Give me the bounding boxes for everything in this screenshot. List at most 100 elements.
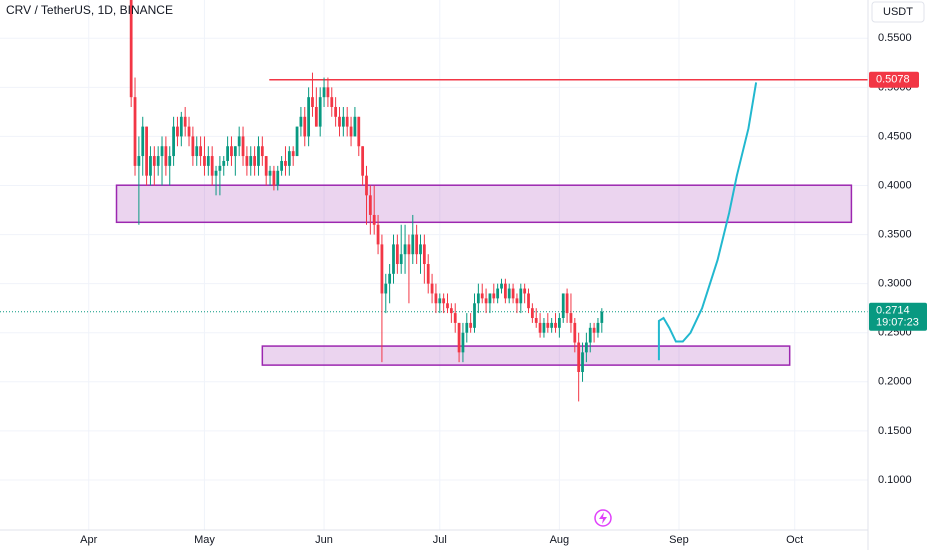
candle-body — [365, 175, 368, 196]
candle-body — [542, 322, 546, 333]
candle-body — [419, 244, 422, 255]
y-tick-label: 0.2000 — [878, 376, 912, 388]
candle-body — [349, 126, 353, 137]
y-tick-label: 0.3000 — [878, 278, 912, 290]
candle-body — [276, 170, 280, 186]
candle-body — [376, 224, 380, 245]
candle-body — [210, 156, 214, 176]
candle-body — [546, 322, 550, 328]
candle-body — [307, 97, 311, 137]
candle-body — [260, 146, 264, 157]
candle-body — [473, 303, 476, 328]
x-tick-label: Apr — [80, 534, 97, 546]
candle-body — [133, 97, 137, 166]
currency-button[interactable] — [871, 1, 925, 23]
candle-body — [469, 322, 473, 328]
candle-body — [295, 126, 299, 157]
y-tick-label: 0.4500 — [878, 130, 912, 142]
candle-body — [596, 322, 600, 333]
candle-body — [488, 293, 492, 304]
axes: 0.10000.15000.20000.25000.30000.35000.40… — [80, 32, 927, 546]
candle-body — [311, 97, 314, 107]
events-icon-bolt[interactable] — [599, 512, 607, 524]
candle-body — [392, 244, 395, 274]
candle-body — [199, 146, 202, 157]
candle-body — [492, 293, 496, 299]
candle-body — [438, 298, 442, 304]
candle-body — [195, 146, 199, 157]
candle-body — [457, 322, 461, 353]
candle-body — [534, 318, 538, 323]
candle-body — [237, 136, 241, 147]
candle-body — [145, 126, 148, 176]
candle-body — [453, 313, 457, 323]
candle-body — [206, 156, 210, 166]
candle-body — [588, 327, 592, 343]
candle-body — [141, 126, 145, 157]
candle-body — [538, 322, 542, 333]
candle-body — [249, 156, 253, 166]
candle-body — [561, 293, 565, 318]
candle-body — [434, 293, 438, 304]
x-tick-label: Jun — [315, 534, 333, 546]
candle-body — [149, 156, 152, 176]
candle-body — [168, 156, 172, 166]
candle-body — [380, 244, 384, 294]
x-tick-label: May — [194, 534, 215, 546]
candle-body — [530, 308, 534, 318]
x-tick-label: Aug — [550, 534, 570, 546]
candle-body — [191, 136, 195, 157]
currency[interactable]: USDT — [883, 6, 913, 18]
candle-body — [368, 195, 372, 215]
candle-body — [272, 170, 276, 186]
countdown: 19:07:23 — [876, 317, 919, 329]
y-tick-label: 0.1000 — [878, 474, 912, 486]
candle-body — [511, 288, 515, 299]
candle-body — [361, 146, 365, 176]
candle-body — [480, 293, 484, 299]
candle-body — [476, 293, 480, 304]
candle-body — [137, 156, 141, 166]
candle-body — [403, 244, 407, 255]
candle-body — [426, 264, 430, 284]
level-label: 0.5078 — [876, 74, 910, 86]
candle-body — [338, 116, 341, 127]
candle-body — [284, 160, 287, 166]
candle-body — [484, 298, 488, 304]
candle-body — [600, 311, 604, 323]
y-tick-label: 0.5500 — [878, 32, 912, 44]
candle-body — [581, 352, 584, 372]
candle-body — [218, 165, 222, 171]
candle-body — [222, 160, 226, 166]
candle-body — [515, 298, 519, 304]
candle-body — [399, 254, 403, 265]
candle-body — [519, 288, 523, 304]
candle-body — [172, 126, 175, 157]
candle-body — [226, 146, 229, 161]
plot-area — [0, 0, 868, 402]
level-label-box — [869, 71, 919, 88]
candle-body — [264, 156, 268, 176]
candle-body — [357, 116, 361, 147]
candle-body — [388, 273, 392, 284]
candle-body — [449, 308, 453, 314]
zone — [115, 184, 853, 224]
candle-body — [152, 156, 156, 166]
candle-body — [496, 288, 500, 299]
candle-body — [411, 234, 415, 255]
grid — [0, 0, 868, 530]
candle-body — [341, 116, 345, 127]
candle-body — [176, 126, 179, 137]
candle-body — [253, 156, 257, 166]
candle-body — [584, 342, 588, 353]
last-price-label: 0.2714 — [876, 305, 910, 317]
candle-body — [156, 156, 160, 166]
events-icon[interactable] — [594, 509, 612, 527]
candle-body — [345, 116, 349, 127]
candle-body — [500, 283, 503, 289]
candle-body — [565, 293, 569, 314]
candle-body — [507, 288, 511, 299]
x-tick-label: Oct — [786, 534, 803, 546]
